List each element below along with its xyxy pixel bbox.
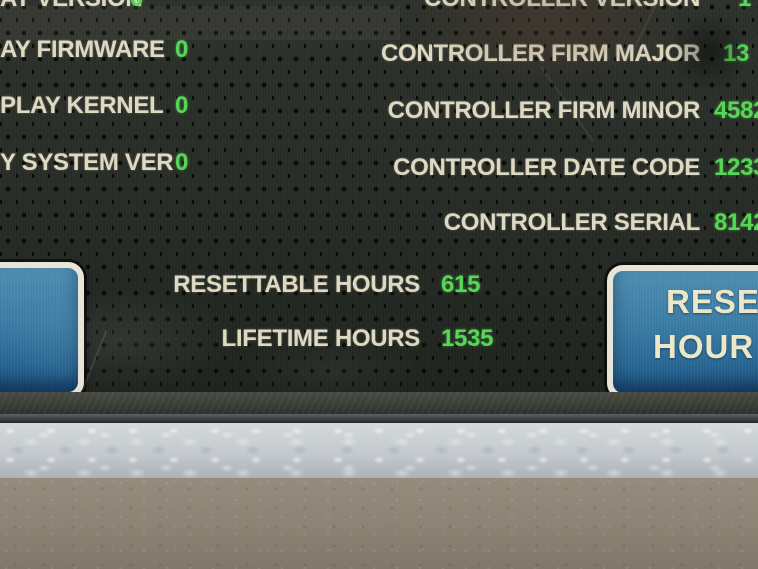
display-firmware-value: 0 [175,36,189,63]
display-system-ver-label: Y SYSTEM VER [0,149,174,176]
controller-serial-value: 8142 [714,209,758,236]
controller-serial-label: CONTROLLER SERIAL [443,209,701,236]
display-version-label: AY VERSION [0,0,143,11]
display-firmware-label: AY FIRMWARE [0,36,165,63]
controller-firm-minor-row: CONTROLLER FIRM MINOR 4582 [380,99,758,123]
lifetime-hours-row: LIFETIME HOURS 1535 [0,325,494,352]
bezel-seam [0,414,758,423]
display-kernel-value: 0 [175,92,189,119]
reset-hours-button-line2: HOUR [653,328,755,365]
controller-firm-major-value: 13 [723,40,750,67]
left-screen-button[interactable] [0,262,84,392]
display-version-row: AY VERSION0 [0,0,143,11]
display-version-value: 0 [130,0,143,12]
controller-version-row: CONTROLLER VERSION 1 [380,0,758,11]
lifetime-hours-label: LIFETIME HOURS [221,325,421,352]
controller-date-code-value: 1233 [714,154,758,181]
controller-serial-row: CONTROLLER SERIAL 8142 [380,211,758,235]
controller-date-code-label: CONTROLLER DATE CODE [393,154,700,181]
resettable-hours-value: 615 [441,271,481,298]
display-kernel-row: PLAY KERNEL 0 [0,94,188,118]
display-system-ver-value: 0 [175,149,189,176]
display-kernel-label: PLAY KERNEL [0,92,164,119]
lower-panel: Purple Wave Auction [0,478,758,569]
metal-trim [0,423,758,478]
controller-version-label: CONTROLLER VERSION [380,0,700,11]
controller-firm-major-label: CONTROLLER FIRM MAJOR [380,40,700,67]
controller-firm-minor-label: CONTROLLER FIRM MINOR [387,97,701,124]
screen-bezel [0,392,758,414]
reset-hours-button[interactable]: RESE HOUR [607,265,758,392]
lifetime-hours-value: 1535 [441,325,494,352]
resettable-hours-label: RESETTABLE HOURS [173,271,420,298]
controller-date-code-row: CONTROLLER DATE CODE 1233 [380,156,758,180]
reset-hours-button-line1: RESE [666,283,758,320]
controller-firm-minor-value: 4582 [714,97,758,124]
resettable-hours-row: RESETTABLE HOURS 615 [0,273,480,297]
display-firmware-row: AY FIRMWARE 0 [0,38,188,62]
display-system-ver-row: Y SYSTEM VER0 [0,151,188,175]
controller-version-value: 1 [738,0,751,12]
controller-firm-major-row: CONTROLLER FIRM MAJOR 13 [380,42,758,66]
